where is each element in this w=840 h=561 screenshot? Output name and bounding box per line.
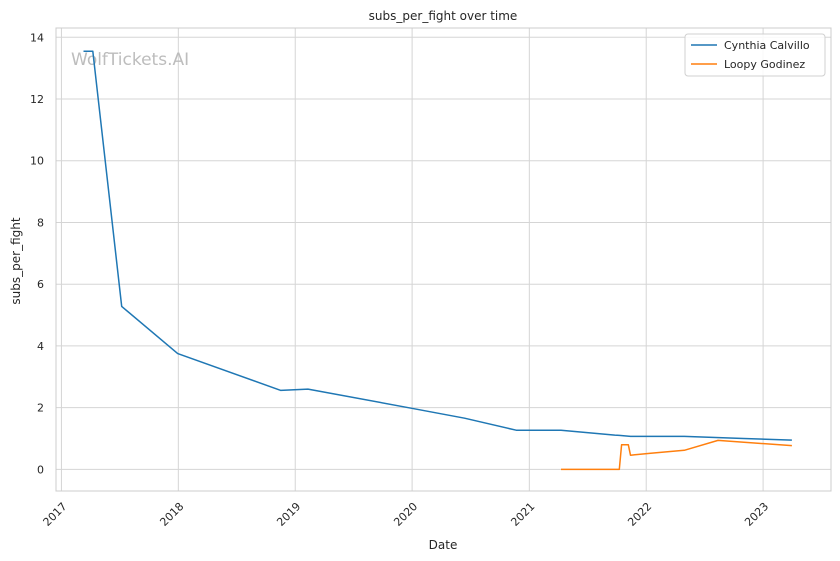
y-tick-label: 6 [37,278,44,291]
watermark: WolfTickets.AI [71,50,189,70]
plot-frame [55,27,832,492]
y-tick-label: 4 [37,340,44,353]
series-line-0 [83,50,792,441]
grid [56,28,831,491]
series-line-1 [561,439,792,471]
legend-box [684,33,826,77]
x-tick-label: 2021 [508,500,537,529]
x-axis-label: Date [429,538,458,552]
x-tick-label: 2020 [391,500,420,529]
x-tick-labels: 2017 2018 2019 2020 2021 2022 2023 [41,500,772,529]
x-tick-label: 2023 [742,500,771,529]
chart-title: subs_per_fight over time [369,9,518,23]
y-tick-label: 2 [37,402,44,415]
y-tick-label: 14 [30,31,44,44]
y-axis-label: subs_per_fight [9,217,23,304]
legend-label: Loopy Godinez [724,58,805,71]
x-tick-label: 2019 [274,500,303,529]
x-tick-label: 2022 [625,500,654,529]
x-tick-label: 2017 [41,500,70,529]
y-tick-label: 8 [37,216,44,229]
legend: Cynthia Calvillo Loopy Godinez [684,33,826,77]
y-tick-label: 10 [30,155,44,168]
y-tick-labels: 0 2 4 6 8 10 12 14 [30,31,44,476]
y-tick-label: 12 [30,93,44,106]
x-tick-label: 2018 [157,500,186,529]
y-tick-label: 0 [37,463,44,476]
legend-label: Cynthia Calvillo [724,39,810,52]
series-layer [83,50,792,471]
